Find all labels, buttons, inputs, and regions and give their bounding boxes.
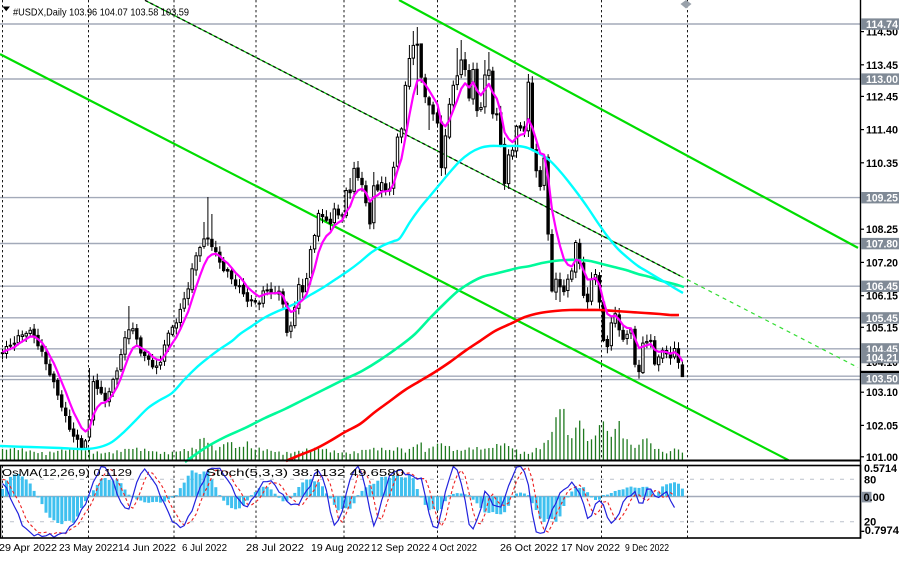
- svg-text:108.25: 108.25: [866, 224, 898, 236]
- svg-text:107.80: 107.80: [866, 239, 898, 251]
- svg-text:103.50: 103.50: [866, 374, 898, 386]
- svg-text:17 Nov 2022: 17 Nov 2022: [561, 543, 620, 554]
- svg-text:114.74: 114.74: [866, 19, 899, 31]
- svg-text:0.5714: 0.5714: [864, 463, 898, 475]
- svg-text:80: 80: [864, 475, 876, 487]
- svg-text:19 Aug 2022: 19 Aug 2022: [311, 543, 370, 554]
- svg-text:OsMA(12,26,9) 0.1129: OsMA(12,26,9) 0.1129: [2, 467, 132, 479]
- svg-text:113.00: 113.00: [866, 74, 898, 86]
- svg-text:26 Oct 2022: 26 Oct 2022: [500, 543, 558, 554]
- svg-text:29 Apr 2022: 29 Apr 2022: [0, 543, 57, 554]
- svg-text:111.40: 111.40: [866, 125, 898, 137]
- svg-text:-0.7974: -0.7974: [861, 525, 900, 537]
- svg-text:107.20: 107.20: [866, 257, 898, 269]
- svg-text:113.45: 113.45: [866, 60, 898, 72]
- svg-text:104.21: 104.21: [866, 353, 898, 365]
- svg-text:14 Jun 2022: 14 Jun 2022: [118, 543, 176, 554]
- svg-text:4 Oct 2022: 4 Oct 2022: [432, 543, 477, 554]
- svg-text:0.00: 0.00: [864, 492, 885, 504]
- svg-text:28 Jul 2022: 28 Jul 2022: [246, 543, 304, 554]
- svg-text:20: 20: [864, 517, 876, 529]
- svg-text:#USDX,Daily 103.96 104.07 103: #USDX,Daily 103.96 104.07 103.58 103.59: [13, 7, 189, 19]
- svg-text:109.25: 109.25: [866, 193, 898, 205]
- svg-text:103.10: 103.10: [866, 387, 898, 399]
- svg-text:105.15: 105.15: [866, 322, 898, 334]
- svg-text:110.35: 110.35: [866, 158, 898, 170]
- svg-text:12 Sep 2022: 12 Sep 2022: [371, 543, 430, 554]
- svg-text:105.45: 105.45: [866, 313, 898, 325]
- svg-text:112.45: 112.45: [866, 91, 898, 103]
- svg-text:102.05: 102.05: [866, 420, 898, 432]
- svg-text:23 May 2022: 23 May 2022: [59, 543, 118, 554]
- svg-text:6 Jul 2022: 6 Jul 2022: [182, 543, 227, 554]
- svg-text:9 Dec 2022: 9 Dec 2022: [625, 543, 669, 554]
- svg-text:106.15: 106.15: [866, 291, 898, 303]
- svg-text:Stoch(5,3,3) 38.1132 49.6580: Stoch(5,3,3) 38.1132 49.6580: [206, 467, 404, 479]
- svg-text:106.45: 106.45: [866, 281, 898, 293]
- svg-text:101.00: 101.00: [866, 452, 898, 464]
